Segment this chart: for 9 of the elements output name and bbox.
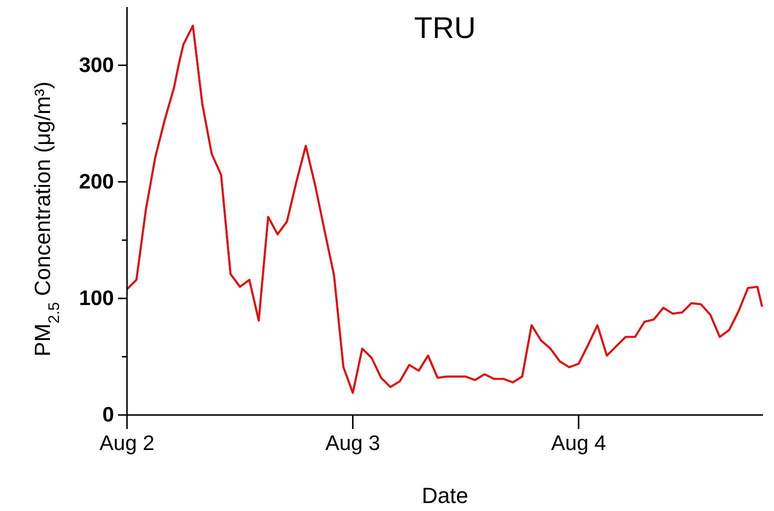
x-axis-title: Date [422,483,468,508]
y-tick-label: 300 [78,54,114,77]
x-tick-label: Aug 4 [551,432,606,455]
y-tick-label: 0 [102,404,114,426]
x-tick-label: Aug 2 [100,432,154,455]
y-tick-label: 200 [78,170,114,194]
chart-title: TRU [414,12,476,45]
y-tick-label: 100 [78,286,114,310]
x-tick-label: Aug 3 [325,432,380,455]
